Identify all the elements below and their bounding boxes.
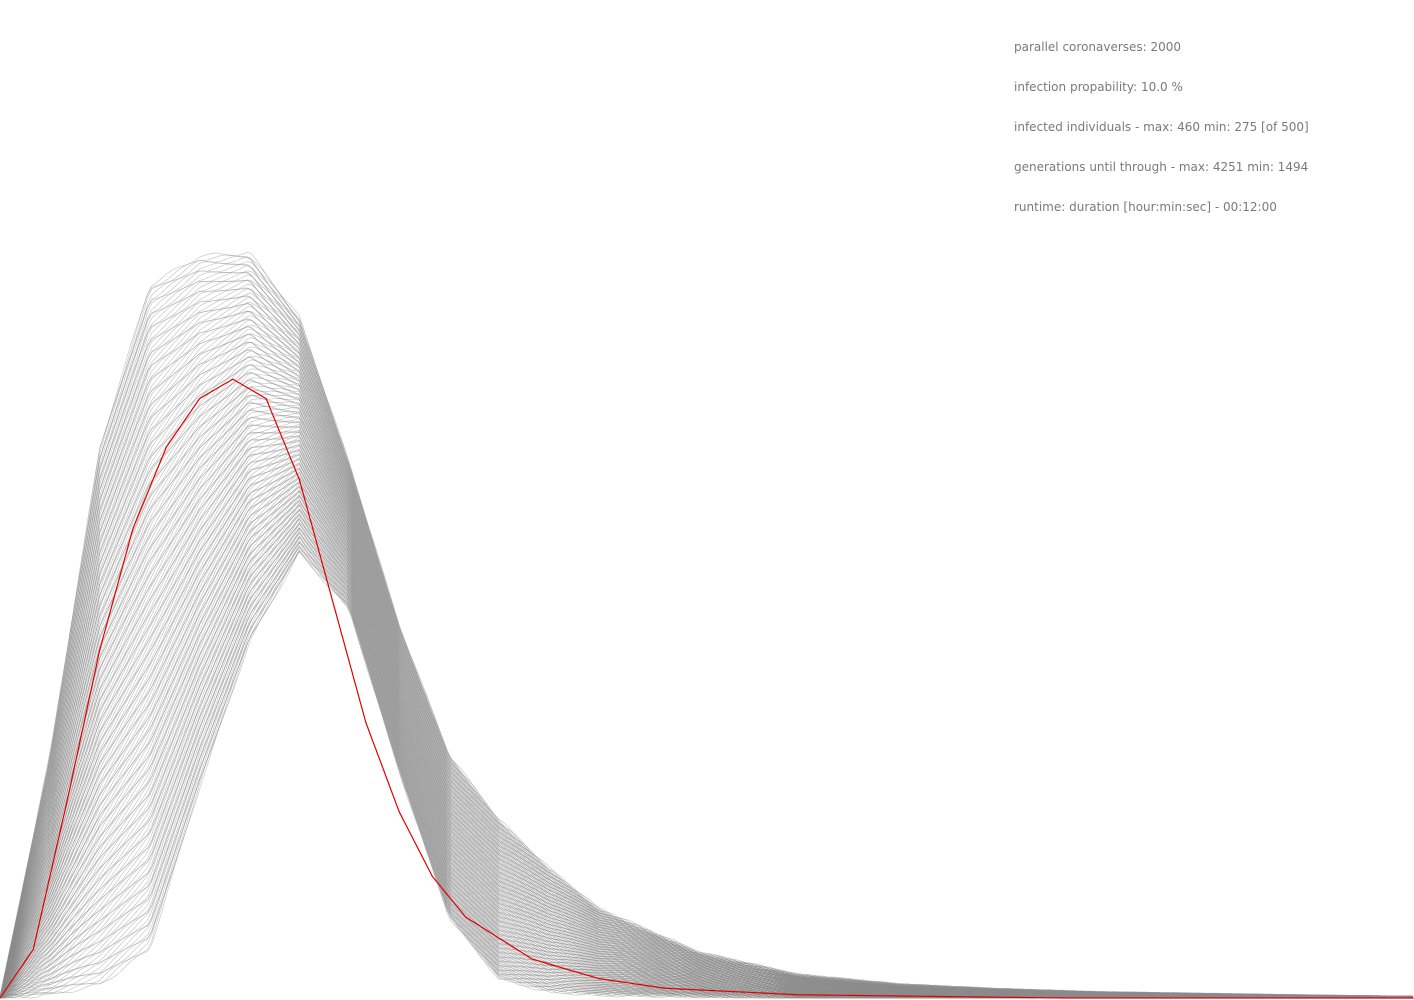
simulation-run-line (0, 409, 1414, 999)
simulation-run-line (0, 483, 1413, 999)
simulation-run-line (0, 270, 1413, 999)
simulation-run-line (0, 386, 1413, 999)
simulation-run-line (0, 536, 1413, 999)
simulation-run-line (0, 535, 1414, 999)
simulation-run-line (0, 271, 1414, 999)
simulation-run-line (0, 526, 1413, 999)
simulation-run-line (0, 346, 1413, 999)
simulation-run-line (0, 522, 1414, 999)
simulation-run-line (0, 311, 1414, 999)
simulation-run-line (0, 272, 1414, 999)
simulation-run-line (0, 288, 1414, 999)
simulation-run-line (0, 535, 1413, 999)
simulation-run-line (0, 254, 1413, 999)
infected-individuals-label: infected individuals - max: 460 min: 275… (1014, 120, 1309, 134)
simulation-run-line (0, 279, 1413, 999)
simulation-run-line (0, 372, 1414, 999)
simulation-run-line (0, 523, 1413, 999)
infection-probability-label: infection propability: 10.0 % (1014, 80, 1183, 94)
simulation-run-line (0, 472, 1414, 999)
simulation-run-line (0, 515, 1413, 999)
generations-label: generations until through - max: 4251 mi… (1014, 160, 1309, 174)
simulation-run-line (0, 414, 1413, 999)
stats-panel: parallel coronaverses: 2000 infection pr… (1014, 27, 1309, 227)
simulation-run-line (0, 368, 1413, 999)
simulation-run-line (0, 519, 1414, 999)
simulation-run-line (0, 287, 1414, 999)
simulation-run-line (0, 425, 1413, 999)
simulation-run-line (0, 500, 1414, 999)
simulation-run-line (0, 448, 1413, 999)
simulation-run-line (0, 333, 1413, 999)
simulation-run-line (0, 540, 1413, 999)
runtime-label: runtime: duration [hour:min:sec] - 00:12… (1014, 200, 1277, 214)
simulation-run-line (0, 549, 1414, 999)
simulation-run-line (0, 471, 1413, 999)
simulation-run-line (0, 357, 1414, 999)
simulation-run-line (0, 453, 1413, 999)
mean-curve-group (0, 378, 1414, 999)
simulation-run-line (0, 448, 1414, 999)
simulation-run-line (0, 328, 1413, 999)
simulation-run-line (0, 413, 1414, 999)
mean-run-line (0, 378, 1414, 999)
simulation-run-line (0, 429, 1414, 999)
simulation-run-line (0, 521, 1414, 999)
simulation-run-line (0, 310, 1414, 999)
simulation-run-line (0, 349, 1414, 999)
simulation-run-line (0, 482, 1414, 999)
simulation-run-line (0, 293, 1413, 999)
simulation-run-line (0, 287, 1413, 999)
simulation-run-line (0, 512, 1413, 999)
simulation-run-line (0, 529, 1413, 999)
simulation-run-line (0, 528, 1414, 999)
simulation-run-line (0, 546, 1414, 999)
simulation-run-line (0, 473, 1414, 999)
simulation-run-line (0, 509, 1414, 999)
simulation-run-line (0, 263, 1414, 999)
simulation-run-line (0, 548, 1413, 999)
simulation-run-line (0, 334, 1414, 999)
simulation-run-line (0, 256, 1414, 999)
simulation-run-line (0, 486, 1414, 999)
simulation-run-line (0, 514, 1414, 999)
simulation-run-line (0, 310, 1413, 999)
simulation-run-line (0, 425, 1414, 999)
simulation-run-line (0, 509, 1413, 999)
simulation-run-line (0, 500, 1414, 999)
simulation-run-line (0, 372, 1413, 999)
simulation-run-line (0, 527, 1414, 999)
simulation-run-line (0, 251, 1413, 999)
simulation-run-line (0, 326, 1414, 999)
parallel-coronaverses-label: parallel coronaverses: 2000 (1014, 40, 1182, 54)
simulation-run-line (0, 295, 1414, 999)
simulation-run-line (0, 408, 1414, 999)
simulation-run-line (0, 425, 1414, 999)
simulation-run-line (0, 545, 1414, 999)
simulation-run-line (0, 541, 1414, 999)
simulation-run-line (0, 334, 1414, 999)
simulation-run-line (0, 550, 1413, 999)
simulation-run-line (0, 324, 1413, 999)
simulation-run-line (0, 420, 1414, 999)
simulation-runs-group (0, 251, 1414, 999)
simulation-run-line (0, 440, 1414, 999)
simulation-run-line (0, 315, 1413, 999)
simulation-run-line (0, 514, 1414, 999)
simulation-run-line (0, 443, 1413, 999)
simulation-run-line (0, 306, 1413, 999)
